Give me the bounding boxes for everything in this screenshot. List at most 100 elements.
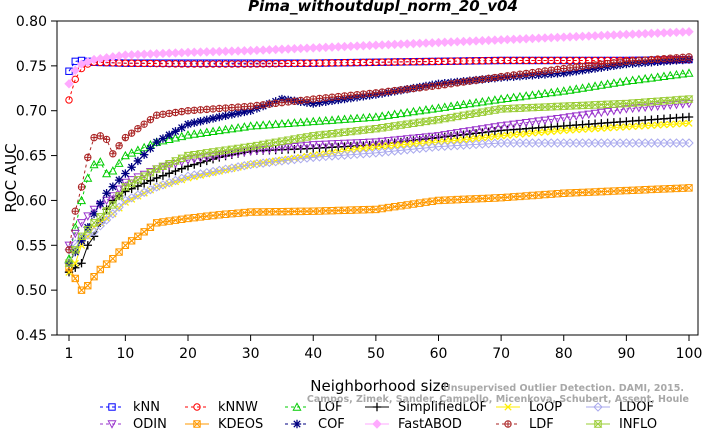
data-point bbox=[665, 138, 675, 148]
data-point bbox=[127, 148, 137, 157]
data-point bbox=[283, 118, 293, 127]
data-point bbox=[64, 79, 74, 89]
data-point bbox=[365, 112, 375, 122]
series-inflo bbox=[64, 95, 694, 267]
data-point bbox=[165, 109, 173, 118]
data-point bbox=[671, 138, 682, 148]
data-point bbox=[402, 135, 412, 144]
data-point bbox=[240, 103, 249, 111]
x-axis-title: Neighborhood size bbox=[310, 377, 449, 395]
data-point bbox=[552, 87, 563, 96]
data-point bbox=[615, 138, 625, 148]
data-point bbox=[83, 212, 93, 221]
data-point bbox=[133, 156, 143, 166]
data-point bbox=[547, 127, 555, 136]
data-point bbox=[84, 281, 92, 290]
data-point bbox=[178, 215, 186, 223]
data-point bbox=[466, 77, 474, 85]
data-point bbox=[527, 118, 537, 127]
data-point bbox=[108, 192, 118, 201]
data-point bbox=[572, 67, 581, 76]
data-point bbox=[302, 117, 312, 126]
data-point bbox=[497, 73, 505, 81]
data-point bbox=[203, 105, 211, 113]
data-point bbox=[189, 155, 199, 164]
data-point bbox=[591, 61, 599, 69]
data-point bbox=[90, 134, 98, 142]
data-point bbox=[654, 121, 662, 129]
data-point bbox=[534, 68, 543, 76]
data-point bbox=[540, 88, 550, 98]
data-point bbox=[252, 120, 262, 130]
data-point bbox=[202, 47, 212, 57]
data-point bbox=[121, 241, 130, 249]
legend-item-ldof: LDOF bbox=[586, 400, 654, 415]
data-point bbox=[71, 207, 79, 215]
data-point bbox=[416, 139, 424, 148]
data-point bbox=[377, 137, 387, 147]
data-point bbox=[622, 57, 631, 65]
data-point bbox=[522, 130, 530, 138]
data-point bbox=[540, 116, 550, 126]
data-point bbox=[409, 84, 418, 93]
data-point bbox=[477, 125, 487, 134]
y-axis-title: ROC AUC bbox=[2, 143, 20, 212]
data-point bbox=[77, 259, 86, 268]
data-point bbox=[359, 90, 368, 98]
data-point bbox=[646, 103, 656, 112]
data-point bbox=[503, 131, 512, 139]
data-point bbox=[146, 223, 155, 232]
data-point bbox=[365, 143, 374, 152]
data-point bbox=[240, 107, 249, 117]
data-point bbox=[596, 80, 606, 89]
data-point bbox=[64, 241, 74, 251]
data-point bbox=[89, 209, 99, 219]
data-point bbox=[340, 92, 349, 100]
data-point bbox=[566, 64, 574, 72]
data-point bbox=[84, 153, 92, 161]
legend-item-inflo: INFLO bbox=[586, 417, 657, 432]
data-point bbox=[660, 55, 668, 63]
data-point bbox=[252, 146, 262, 156]
data-point bbox=[440, 131, 450, 140]
data-point bbox=[484, 133, 493, 141]
data-point bbox=[684, 99, 694, 109]
data-point bbox=[183, 119, 193, 129]
data-point bbox=[684, 68, 694, 77]
data-point bbox=[96, 199, 105, 208]
y-tick-label: 0.50 bbox=[16, 283, 47, 299]
data-point bbox=[628, 75, 638, 85]
data-point bbox=[333, 114, 343, 124]
series-line bbox=[68, 103, 690, 246]
data-point bbox=[183, 47, 193, 58]
data-point bbox=[627, 138, 638, 148]
data-point bbox=[159, 218, 167, 226]
data-point bbox=[684, 138, 694, 148]
data-point bbox=[184, 107, 192, 115]
data-point bbox=[271, 119, 281, 128]
y-tick-label: 0.45 bbox=[16, 328, 47, 344]
data-point bbox=[202, 153, 212, 163]
legend-item-simplifiedlof: SimplifiedLOF bbox=[365, 400, 487, 415]
data-point bbox=[660, 121, 668, 129]
data-point bbox=[685, 53, 693, 61]
data-point bbox=[602, 138, 613, 148]
data-point bbox=[416, 84, 424, 92]
legend: kNN kNNW LOF SimplifiedLOF LoOP LDOF ODIN KDEOS… bbox=[100, 400, 657, 432]
data-point bbox=[684, 95, 694, 103]
data-point bbox=[684, 112, 694, 122]
data-point bbox=[126, 193, 137, 203]
data-point bbox=[309, 95, 317, 103]
data-point bbox=[134, 125, 142, 133]
data-point bbox=[628, 57, 637, 65]
data-point bbox=[665, 70, 675, 80]
data-point bbox=[90, 272, 98, 281]
data-point bbox=[408, 106, 418, 116]
data-point bbox=[152, 219, 161, 227]
data-point bbox=[447, 80, 455, 88]
data-point bbox=[102, 135, 111, 144]
data-point bbox=[102, 207, 111, 215]
data-point bbox=[165, 169, 174, 178]
data-point bbox=[190, 160, 199, 169]
